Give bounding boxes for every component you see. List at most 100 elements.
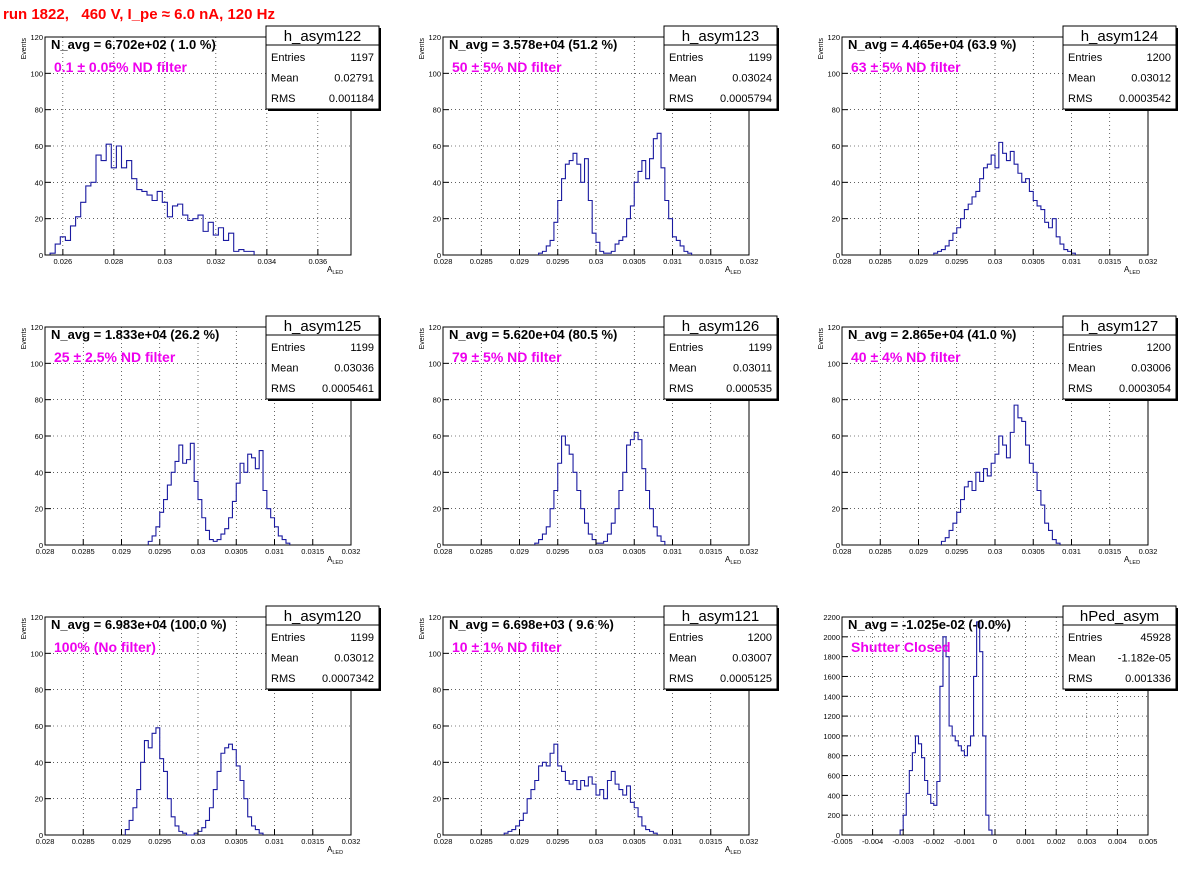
stats-value: 0.03012 bbox=[1131, 73, 1171, 85]
x-tick-label: 0.0305 bbox=[225, 837, 248, 846]
x-tick-label: 0.0305 bbox=[623, 837, 646, 846]
stats-box bbox=[1062, 315, 1177, 400]
y-tick-label: 20 bbox=[35, 215, 43, 224]
stats-label: Entries bbox=[271, 52, 306, 64]
x-axis-label-sub: LED bbox=[1129, 560, 1140, 566]
x-tick-label: 0 bbox=[993, 837, 997, 846]
stats-box bbox=[663, 315, 778, 400]
x-tick-label: 0.028 bbox=[434, 547, 453, 556]
x-tick-label: 0.028 bbox=[833, 257, 852, 266]
y-tick-label: 120 bbox=[30, 33, 43, 42]
y-tick-label: 60 bbox=[35, 722, 43, 731]
x-axis-label-main: A bbox=[327, 845, 333, 854]
y-tick-label: 40 bbox=[433, 468, 441, 477]
x-tick-label: 0.0305 bbox=[1022, 257, 1045, 266]
x-tick-label: 0.029 bbox=[112, 547, 131, 556]
x-tick-label: 0.032 bbox=[206, 257, 225, 266]
filter-annotation: 0.1 ± 0.05% ND filter bbox=[54, 59, 188, 75]
x-tick-label: 0.031 bbox=[663, 547, 682, 556]
x-axis-label-main: A bbox=[725, 555, 731, 564]
histogram-name: h_asym123 bbox=[682, 28, 760, 45]
stats-label: RMS bbox=[1068, 383, 1092, 395]
histogram-panel: 0.028 0.0285 0.029 0.0295 0.03 0.0305 0.031 0.0… bbox=[419, 605, 779, 856]
stats-value: 45928 bbox=[1140, 632, 1171, 644]
x-tick-label: 0.032 bbox=[740, 837, 759, 846]
histogram-panel: -0.005 -0.004 -0.003 -0.002 -0.001 0 0.001 0.00… bbox=[823, 605, 1178, 846]
y-tick-label: 200 bbox=[827, 811, 840, 820]
navg-text: N_avg = -1.025e-02 (-0.0%) bbox=[848, 617, 1011, 632]
y-axis-label: Events bbox=[818, 328, 825, 350]
stats-label: Mean bbox=[1068, 653, 1096, 665]
x-tick-label: 0.028 bbox=[833, 547, 852, 556]
x-tick-label: -0.001 bbox=[954, 837, 975, 846]
y-tick-label: 0 bbox=[437, 251, 441, 260]
y-tick-label: 100 bbox=[827, 69, 840, 78]
stats-label: Mean bbox=[271, 363, 299, 375]
y-tick-label: 40 bbox=[35, 178, 43, 187]
stats-label: Entries bbox=[1068, 52, 1103, 64]
y-axis-label: Events bbox=[419, 38, 426, 60]
stats-label: Mean bbox=[271, 73, 299, 85]
y-tick-label: 60 bbox=[35, 142, 43, 151]
x-tick-label: 0.0285 bbox=[470, 547, 493, 556]
stats-value: 0.001336 bbox=[1125, 673, 1171, 685]
y-axis-label: Events bbox=[21, 618, 28, 640]
stats-value: -1.182e-05 bbox=[1118, 653, 1171, 665]
stats-value: 0.0003542 bbox=[1119, 93, 1171, 105]
y-tick-label: 20 bbox=[433, 505, 441, 514]
x-tick-label: 0.0315 bbox=[699, 547, 722, 556]
stats-label: Entries bbox=[1068, 632, 1103, 644]
stats-label: RMS bbox=[271, 93, 295, 105]
x-axis-label: ALED bbox=[1124, 265, 1140, 276]
x-tick-label: 0.03 bbox=[589, 257, 604, 266]
y-tick-label: 20 bbox=[832, 215, 840, 224]
x-axis-label: ALED bbox=[327, 555, 343, 566]
stats-label: Mean bbox=[669, 363, 697, 375]
stats-value: 0.0005461 bbox=[322, 383, 374, 395]
x-tick-label: 0.031 bbox=[265, 837, 284, 846]
y-tick-label: 0 bbox=[39, 541, 43, 550]
x-tick-label: 0.003 bbox=[1077, 837, 1096, 846]
stats-value: 1199 bbox=[748, 342, 772, 354]
stats-label: Entries bbox=[669, 52, 704, 64]
histogram-panel: 0.028 0.0285 0.029 0.0295 0.03 0.0305 0.031 0.0… bbox=[419, 25, 779, 276]
x-tick-label: 0.0315 bbox=[301, 837, 324, 846]
y-tick-label: 1000 bbox=[823, 732, 840, 741]
x-tick-label: -0.005 bbox=[831, 837, 852, 846]
x-tick-label: 0.03 bbox=[158, 257, 173, 266]
stats-box bbox=[663, 605, 778, 690]
x-tick-label: 0.028 bbox=[434, 257, 453, 266]
x-tick-label: 0.032 bbox=[740, 547, 759, 556]
y-tick-label: 100 bbox=[428, 69, 441, 78]
stats-label: Entries bbox=[1068, 342, 1103, 354]
x-tick-label: 0.0305 bbox=[225, 547, 248, 556]
stats-label: RMS bbox=[1068, 93, 1092, 105]
y-tick-label: 0 bbox=[836, 541, 840, 550]
y-tick-label: 40 bbox=[832, 178, 840, 187]
histogram-line bbox=[147, 442, 291, 545]
x-tick-label: 0.0295 bbox=[546, 547, 569, 556]
x-axis-label-main: A bbox=[725, 265, 731, 274]
x-tick-label: 0.03 bbox=[191, 837, 206, 846]
y-tick-label: 1200 bbox=[823, 712, 840, 721]
x-tick-label: 0.0315 bbox=[1098, 547, 1121, 556]
y-tick-label: 40 bbox=[35, 468, 43, 477]
x-tick-label: 0.0285 bbox=[72, 837, 95, 846]
y-tick-label: 20 bbox=[433, 215, 441, 224]
x-tick-label: 0.0315 bbox=[699, 257, 722, 266]
x-tick-label: 0.03 bbox=[191, 547, 206, 556]
y-tick-label: 80 bbox=[35, 686, 43, 695]
stats-value: 0.03011 bbox=[733, 363, 772, 375]
navg-text: N_avg = 4.465e+04 (63.9 %) bbox=[848, 37, 1016, 52]
navg-text: N_avg = 6.702e+02 ( 1.0 %) bbox=[51, 37, 216, 52]
x-tick-label: 0.031 bbox=[663, 837, 682, 846]
y-tick-label: 0 bbox=[437, 831, 441, 840]
y-tick-label: 60 bbox=[433, 722, 441, 731]
stats-label: RMS bbox=[271, 383, 295, 395]
stats-value: 0.0005794 bbox=[720, 93, 772, 105]
x-axis-label-main: A bbox=[725, 845, 731, 854]
histogram-panel: 0.028 0.0285 0.029 0.0295 0.03 0.0305 0.031 0.0… bbox=[818, 25, 1178, 276]
y-tick-label: 100 bbox=[30, 69, 43, 78]
x-tick-label: -0.003 bbox=[893, 837, 914, 846]
